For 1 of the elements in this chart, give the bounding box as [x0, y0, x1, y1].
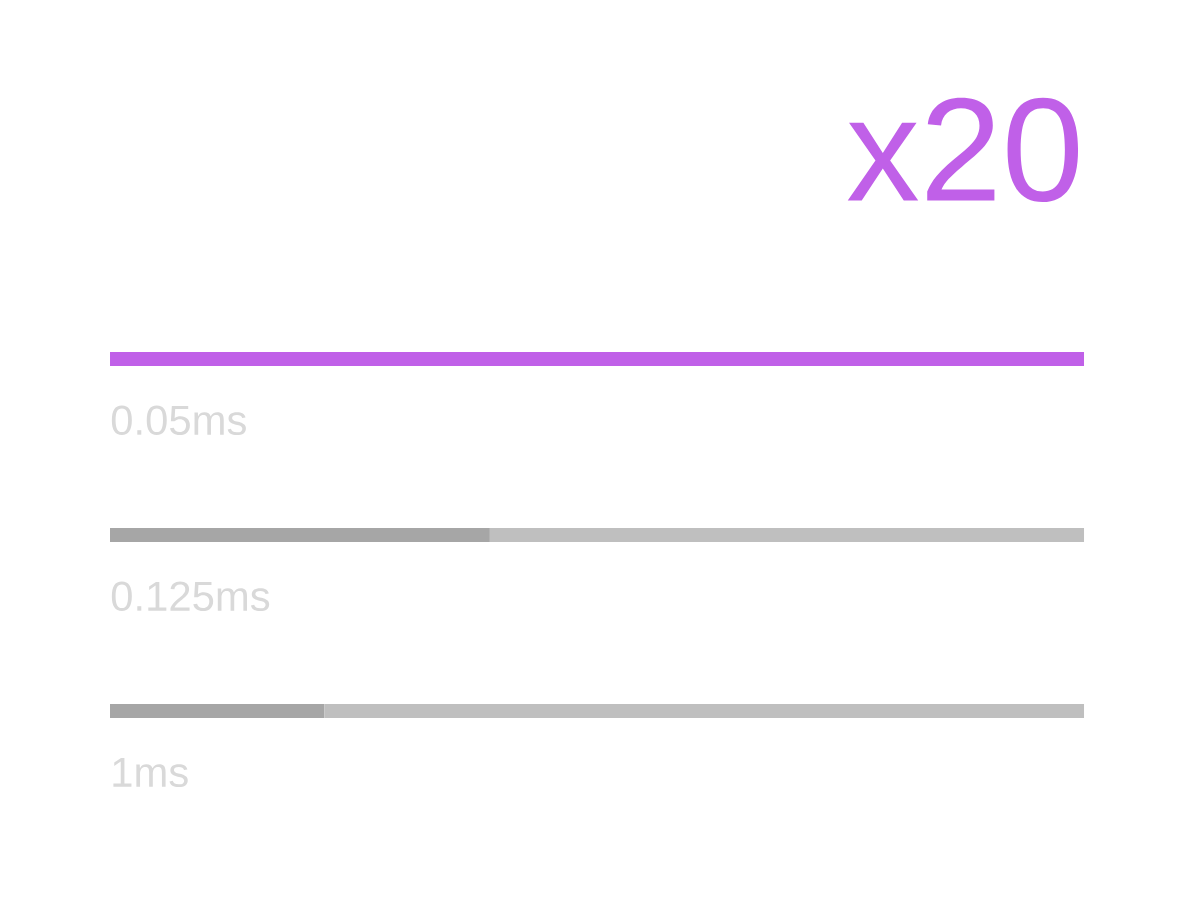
chart-title: x20 — [847, 97, 1079, 203]
